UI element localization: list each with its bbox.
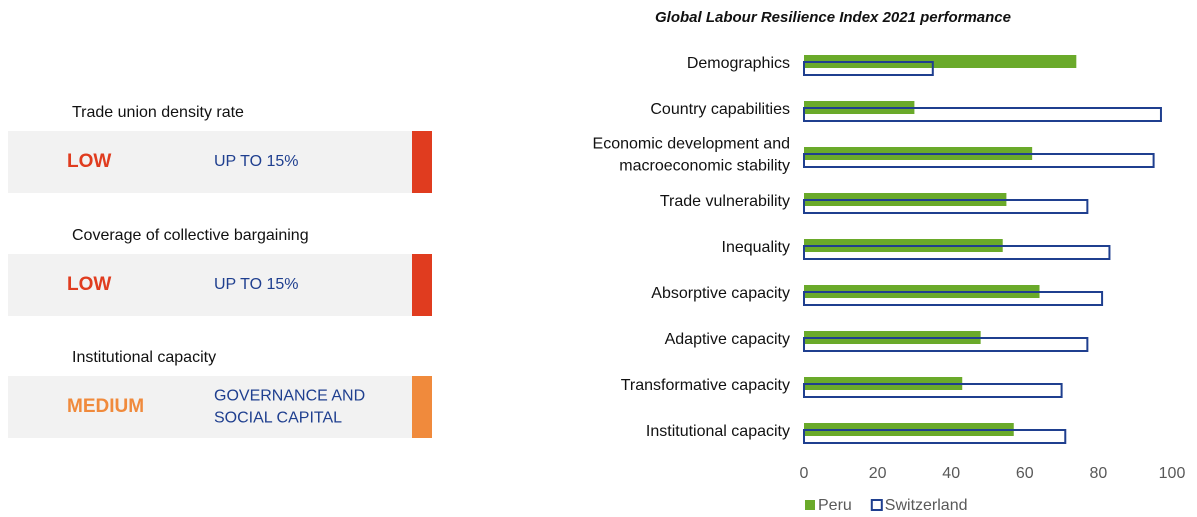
indicator-stripe bbox=[412, 376, 432, 438]
indicator-value: UP TO 15% bbox=[214, 153, 299, 171]
bar bbox=[803, 61, 934, 76]
indicator-level: MEDIUM bbox=[67, 396, 145, 417]
bar bbox=[803, 245, 1111, 260]
category-label: Trade vulnerability bbox=[659, 192, 790, 210]
x-tick-label: 60 bbox=[1016, 465, 1034, 482]
indicator-level: LOW bbox=[67, 151, 112, 172]
bar bbox=[803, 337, 1089, 352]
indicator-box bbox=[8, 376, 412, 438]
indicator-title: Institutional capacity bbox=[72, 349, 217, 366]
category-label: Institutional capacity bbox=[645, 422, 790, 440]
legend-label: Peru bbox=[818, 497, 852, 514]
bar bbox=[803, 107, 1162, 122]
bar bbox=[803, 291, 1104, 306]
x-tick-label: 0 bbox=[800, 465, 809, 482]
x-tick-label: 20 bbox=[869, 465, 887, 482]
legend-swatch bbox=[870, 499, 883, 511]
bar bbox=[804, 55, 1077, 68]
category-label: Inequality bbox=[721, 238, 791, 256]
chart-title: Global Labour Resilience Index 2021 perf… bbox=[655, 9, 1011, 26]
bar bbox=[803, 199, 1089, 214]
indicator-stripe bbox=[412, 131, 432, 193]
bar bbox=[803, 383, 1063, 398]
bar bbox=[803, 153, 1155, 168]
indicator-box bbox=[8, 131, 412, 193]
indicator-value: UP TO 15% bbox=[214, 275, 299, 293]
legend-label: Switzerland bbox=[885, 497, 968, 514]
indicator-title: Trade union density rate bbox=[72, 104, 244, 121]
category-label: Absorptive capacity bbox=[651, 284, 790, 302]
x-tick-label: 100 bbox=[1159, 465, 1186, 482]
indicator-stripe bbox=[412, 253, 432, 316]
category-label: Country capabilities bbox=[650, 100, 790, 118]
x-tick-label: 40 bbox=[942, 465, 960, 482]
indicator-title: Coverage of collective bargaining bbox=[72, 226, 309, 244]
legend-swatch bbox=[805, 500, 815, 510]
category-label: Transformative capacity bbox=[620, 376, 790, 394]
indicator-level: LOW bbox=[67, 273, 112, 295]
x-tick-label: 80 bbox=[1090, 465, 1108, 482]
category-label: Demographics bbox=[686, 54, 790, 72]
bar bbox=[803, 429, 1067, 444]
category-label: Economic development and macroeconomic s… bbox=[592, 135, 790, 175]
indicator-value: GOVERNANCE AND SOCIAL CAPITAL bbox=[214, 387, 366, 426]
category-label: Adaptive capacity bbox=[664, 330, 790, 348]
indicator-box bbox=[8, 253, 412, 316]
